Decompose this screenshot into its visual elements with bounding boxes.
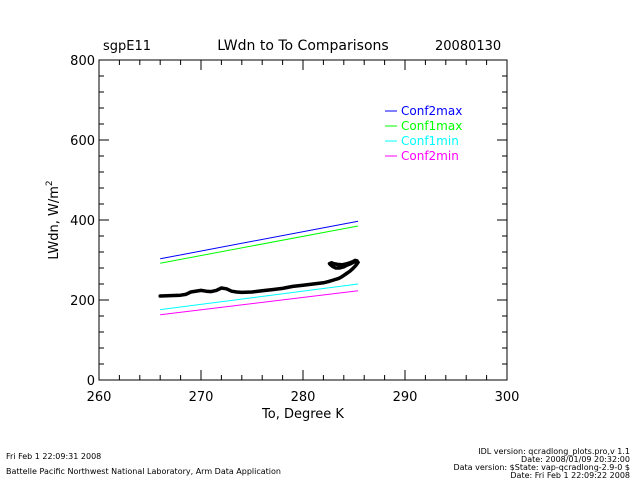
footer-credit: Battelle Pacific Northwest National Labo…	[6, 467, 281, 476]
footer-idl-date: Date: 2008/01/09 20:32:00	[521, 455, 630, 464]
legend-label-conf1max: Conf1max	[401, 119, 462, 133]
y-axis-label: LWdn, W/m2	[45, 180, 62, 259]
series-layer	[160, 220, 359, 316]
legend-label-conf2max: Conf2max	[401, 104, 462, 118]
series-line-conf1min	[160, 283, 359, 311]
observations-layer	[158, 258, 360, 298]
y-axis-label-superscript: 2	[45, 180, 55, 186]
series-line-conf2max	[160, 220, 359, 260]
y-tick-label: 600	[70, 134, 95, 149]
series-line-conf1max	[160, 225, 359, 264]
x-tick-label: 300	[495, 390, 520, 405]
axes: 260 270 280 290 300 0 200 400 600 800	[70, 54, 519, 405]
y-axis-label-group: LWdn, W/m2	[45, 180, 62, 259]
y-tick-label: 400	[70, 214, 95, 229]
x-tick-label: 280	[291, 390, 316, 405]
x-tick-label: 270	[189, 390, 214, 405]
observed-trace	[158, 258, 360, 298]
footer-idl-version: IDL version: qcradlong_plots.pro,v 1.1	[478, 447, 630, 456]
chart-title: LWdn to To Comparisons	[217, 38, 388, 54]
legend-label-conf1min: Conf1min	[401, 134, 459, 148]
date-label: 20080130	[435, 39, 501, 54]
x-axis-label: To, Degree K	[261, 407, 344, 422]
y-tick-label: 800	[70, 54, 95, 69]
station-label: sgpE11	[103, 39, 151, 54]
y-axis-label-text: LWdn, W/m	[47, 186, 62, 260]
y-tick-label: 0	[87, 374, 95, 389]
y-tick-label: 200	[70, 294, 95, 309]
footer-data-date: Date: Fri Feb 1 22:09:22 2008	[510, 471, 630, 480]
legend-label-conf2min: Conf2min	[401, 149, 459, 163]
x-tick-label: 290	[393, 390, 418, 405]
footer-timestamp: Fri Feb 1 22:09:31 2008	[6, 452, 102, 461]
x-tick-label: 260	[87, 390, 112, 405]
footer-data-version: Data version: $State: vap-qcradlong-2.9-…	[453, 463, 630, 472]
series-line-conf2min	[160, 290, 359, 316]
